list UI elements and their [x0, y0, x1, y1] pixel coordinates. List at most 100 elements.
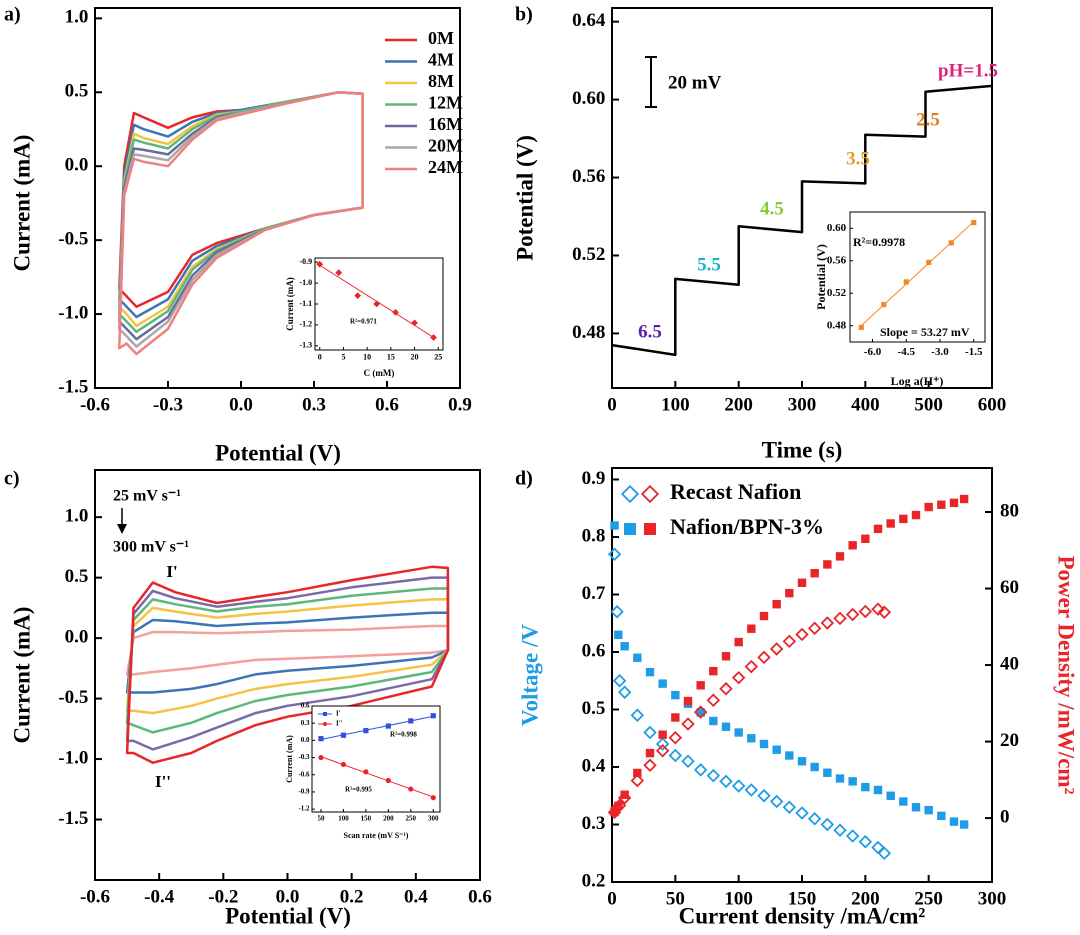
data-point	[318, 754, 324, 761]
data-point	[354, 292, 362, 300]
x-tick-label: -0.6	[80, 886, 110, 907]
y-tick-label: 0.5	[65, 81, 89, 102]
x-axis-title: C (mM)	[364, 368, 395, 378]
inset-frame	[849, 211, 986, 343]
y-tick-label: -1.5	[58, 808, 88, 829]
y-tick-label: 0.60	[827, 222, 847, 234]
data-point	[861, 782, 870, 792]
data-point	[430, 795, 436, 801]
y-tick-label: 0.3	[582, 813, 606, 834]
x-tick-label: 10	[363, 352, 371, 361]
fit-line	[860, 221, 975, 327]
legend-label: 12M	[428, 93, 463, 113]
data-point	[706, 693, 721, 707]
data-point	[430, 334, 437, 341]
data-point	[316, 260, 324, 268]
y-axis-title: Potential (V)	[814, 244, 828, 310]
data-line	[125, 565, 450, 764]
data-point	[769, 794, 784, 809]
data-point	[645, 748, 655, 758]
data-point	[848, 541, 857, 550]
y-tick-label: 0.48	[572, 322, 605, 343]
data-point	[681, 754, 695, 768]
x-tick-label: 300	[428, 814, 439, 822]
data-point	[949, 817, 959, 826]
data-point	[607, 547, 622, 561]
x-axis-title: Potential (V)	[215, 440, 341, 465]
y-axis-title: Current (mA)	[285, 277, 295, 331]
y-tick-label: 0.9	[582, 468, 606, 489]
data-point	[643, 758, 657, 773]
y-axis-title: Current (mA)	[9, 135, 34, 272]
x-tick-label: 200	[383, 814, 394, 822]
x-tick-label: 50	[317, 814, 325, 822]
data-point	[772, 600, 781, 609]
fit-line	[320, 715, 434, 740]
y-tick-label: 0.0	[65, 626, 89, 647]
data-point	[785, 588, 794, 598]
x-tick-label: 5	[341, 352, 345, 361]
legend-marker	[620, 484, 640, 504]
data-point	[833, 823, 847, 837]
x-tick-label: 0.0	[276, 886, 300, 907]
y-tick-label: 0.7	[582, 583, 606, 604]
data-point	[658, 730, 667, 739]
panel-label: a)	[4, 4, 21, 26]
x-tick-label: 20	[411, 352, 419, 361]
x-tick-label: 15	[387, 352, 395, 361]
x-tick-label: 0.3	[302, 394, 326, 415]
data-point	[612, 674, 627, 688]
x-tick-label: -0.2	[208, 886, 238, 907]
data-point	[971, 219, 977, 226]
data-point	[683, 696, 693, 706]
data-point	[959, 494, 969, 504]
data-line	[125, 624, 450, 676]
data-point	[408, 718, 414, 724]
inset-frame	[311, 705, 441, 813]
x-tick-label: -4.5	[898, 346, 916, 358]
data-point	[430, 713, 436, 719]
annotation: I''	[155, 772, 171, 791]
data-point	[835, 552, 845, 561]
x-tick-label: 0	[607, 888, 617, 909]
y-tick-label: 0.0	[65, 155, 89, 176]
annotation: 20 mV	[668, 72, 722, 93]
data-point	[719, 682, 733, 696]
y2-tick-label: 0	[1000, 806, 1010, 827]
data-point	[820, 616, 835, 630]
data-point	[871, 602, 885, 616]
y-tick-label: -1.3	[300, 341, 313, 350]
x-tick-label: -0.6	[80, 394, 110, 415]
y-tick-label: -1.0	[300, 278, 313, 287]
annotation: 2.5	[916, 109, 940, 130]
panel-label: b)	[515, 4, 533, 26]
annotation: 25 mV s⁻¹	[113, 488, 181, 505]
y2-tick-label: 40	[1000, 653, 1019, 674]
data-point	[645, 667, 655, 677]
y-tick-label: -1.5	[58, 376, 88, 397]
data-point	[318, 736, 324, 742]
x-tick-label: -0.4	[144, 886, 175, 907]
x-axis-title: Time (s)	[762, 437, 843, 462]
legend-label: 24M	[428, 157, 463, 177]
data-point	[671, 713, 680, 722]
data-point	[633, 768, 642, 778]
legend-label: 4M	[428, 50, 454, 70]
y2-tick-label: 60	[1000, 577, 1019, 598]
data-point	[911, 803, 921, 812]
data-point	[795, 806, 809, 820]
data-line	[118, 91, 364, 356]
y-tick-label: -1.2	[300, 320, 313, 329]
data-point	[620, 790, 629, 799]
legend-label: 20M	[428, 136, 463, 156]
x-tick-label: 0.9	[448, 394, 472, 415]
y-tick-label: 0.3	[301, 719, 310, 727]
data-point	[757, 789, 771, 803]
data-point	[392, 308, 399, 316]
y-tick-label: 0.56	[572, 166, 605, 187]
y-tick-label: 0.56	[827, 254, 847, 266]
x-tick-label: 300	[978, 888, 1007, 909]
x-tick-label: 100	[338, 814, 349, 822]
data-point	[709, 716, 718, 726]
